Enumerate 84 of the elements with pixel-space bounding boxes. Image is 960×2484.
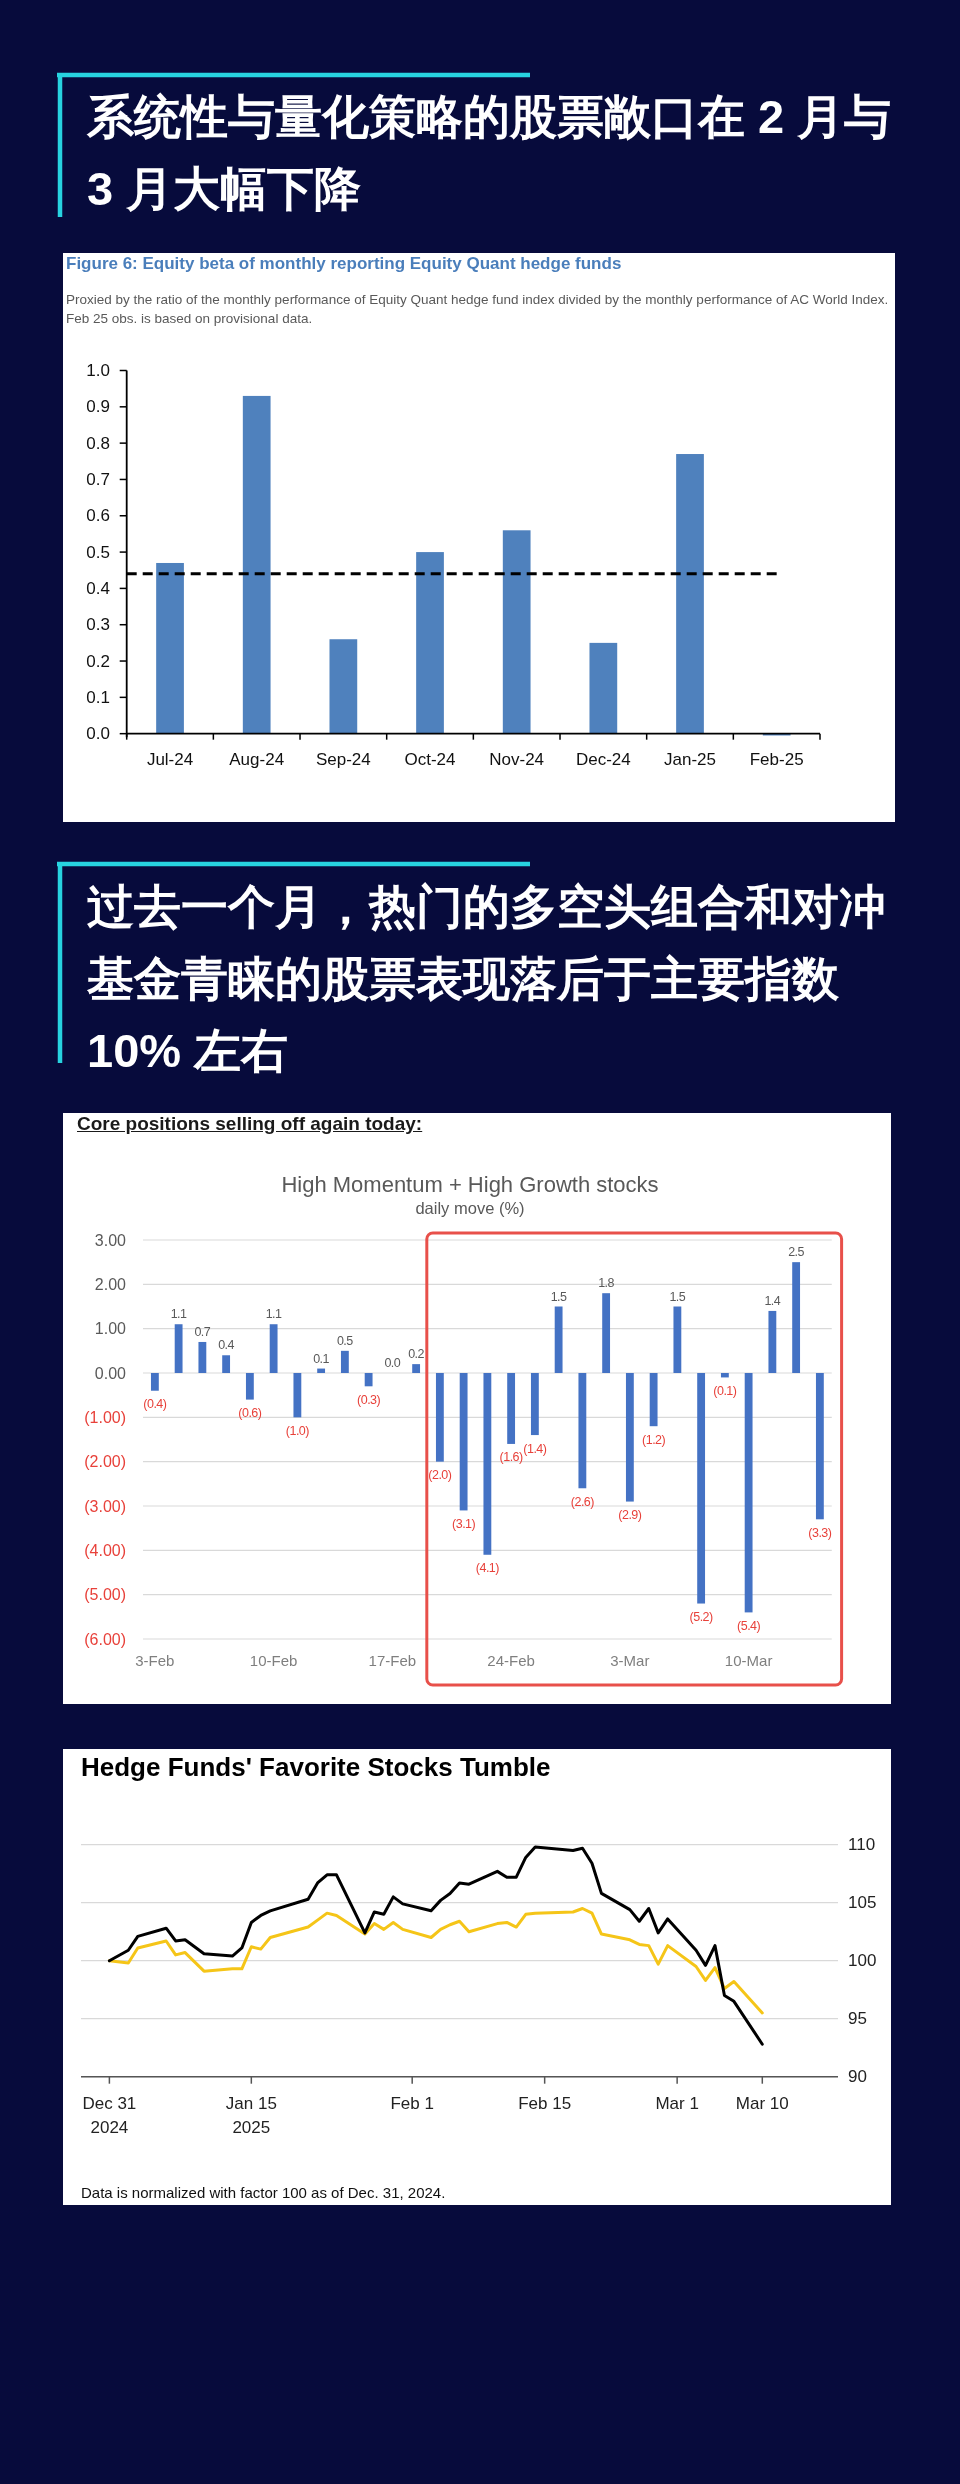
y-tick-label: (1.00)	[84, 1408, 126, 1426]
data-label: 0.5	[336, 1333, 354, 1348]
data-label: 1.4	[764, 1293, 781, 1308]
x-tick-label: 24-Feb	[487, 1652, 535, 1670]
y-tick-label: (4.00)	[84, 1541, 126, 1559]
data-label: 1.5	[550, 1289, 568, 1304]
data-label: 1.8	[598, 1276, 615, 1291]
data-label: (1.2)	[642, 1432, 666, 1447]
y-tick-label: (2.00)	[84, 1453, 126, 1471]
data-label: (3.1)	[452, 1516, 476, 1531]
text: 系统性与量化策略的股票敞口在 2 月与 3 月大幅下降	[87, 89, 893, 217]
data-label: (5.4)	[737, 1618, 761, 1633]
data-label: 2.5	[788, 1245, 805, 1260]
data-label: 0.1	[313, 1351, 330, 1366]
data-label: (2.6)	[570, 1494, 595, 1509]
x-tick-label: Feb-25	[749, 750, 804, 769]
y-tick-label: 0.1	[86, 687, 110, 707]
y-tick-label: 0.2	[86, 651, 110, 671]
data-label: 0.2	[408, 1347, 425, 1362]
y-tick-label: 1.0	[86, 361, 110, 380]
x-tick-label: Aug-24	[229, 750, 285, 769]
chart-subtitle: daily move (%)	[415, 1198, 525, 1218]
data-label: (1.6)	[499, 1450, 524, 1465]
x-tick-label: Feb 1	[390, 2093, 434, 2113]
x-tick-label: Jan-25	[664, 750, 716, 769]
x-tick-label: 3-Feb	[135, 1652, 175, 1670]
x-tick-label: Nov-24	[489, 750, 545, 769]
x-tick-label: Sep-24	[315, 750, 371, 769]
y-tick-label: 1.00	[94, 1320, 127, 1338]
x-tick-label: Dec 31 2024	[82, 2093, 137, 2137]
text: Core positions selling off again today:	[77, 1112, 423, 1136]
data-label: (1.0)	[285, 1423, 310, 1438]
data-label: (5.2)	[689, 1610, 714, 1625]
data-label: (2.9)	[618, 1508, 642, 1523]
y-tick-label: 0.00	[94, 1364, 127, 1382]
y-tick-label: (6.00)	[84, 1630, 126, 1648]
y-tick-label: 0.3	[86, 615, 110, 635]
x-tick-label: Jul-24	[146, 750, 194, 769]
y-tick-label: 0.0	[86, 724, 110, 744]
chart-title: Hedge Funds' Favorite Stocks Tumble	[81, 1752, 551, 1782]
y-tick-label: 0.6	[86, 506, 110, 526]
x-tick-label: Jan 15 2025	[225, 2093, 277, 2137]
data-label: 1.1	[170, 1307, 188, 1322]
data-label: 0.0	[384, 1356, 401, 1370]
data-label: 1.5	[669, 1289, 686, 1304]
y-tick-label: 0.4	[86, 578, 110, 598]
y-tick-label: 95	[848, 2009, 867, 2029]
chart-title: High Momentum + High Growth stocks	[281, 1172, 659, 1198]
data-label: (2.0)	[428, 1468, 452, 1483]
x-tick-label: 3-Mar	[610, 1652, 650, 1670]
y-tick-label: 110	[848, 1835, 876, 1855]
data-label: (0.3)	[357, 1392, 381, 1407]
y-tick-label: 3.00	[94, 1231, 127, 1249]
y-tick-label: 105	[848, 1893, 877, 1913]
y-tick-label: 0.8	[86, 433, 110, 453]
data-label: 0.7	[194, 1324, 211, 1339]
text: Data is normalized with factor 100 as of Dec. 31, 2024.	[81, 2184, 446, 2202]
y-tick-label: 0.9	[86, 397, 110, 417]
x-tick-label: 10-Feb	[249, 1652, 298, 1670]
x-tick-label: 17-Feb	[368, 1652, 417, 1670]
y-tick-label: 90	[848, 2067, 867, 2087]
y-tick-label: 0.7	[86, 469, 110, 489]
data-label: (1.4)	[523, 1441, 547, 1456]
text: 过去一个月，热门的多空头组合和对冲基金青睐的股票表现落后于主要指数 10% 左右	[87, 879, 887, 1079]
data-label: (0.1)	[713, 1383, 737, 1398]
chart-title: Figure 6: Equity beta of monthly reporting Equity Quant hedge funds	[66, 254, 622, 274]
y-tick-label: 100	[848, 1951, 877, 1971]
data-label: (0.4)	[143, 1397, 167, 1412]
data-label: (3.3)	[808, 1525, 832, 1540]
data-label: (4.1)	[475, 1561, 500, 1576]
data-label: (0.6)	[238, 1406, 262, 1421]
y-tick-label: 2.00	[94, 1275, 127, 1293]
x-tick-label: Oct-24	[404, 750, 456, 769]
chart-subtitle: Proxied by the ratio of the monthly performance of Equity Quant hedge fund index divided by the monthly performance of AC World Index. Feb 25 obs. is based on provisional data.	[66, 290, 890, 328]
y-tick-label: (5.00)	[84, 1586, 126, 1604]
data-label: 0.4	[218, 1338, 235, 1353]
x-tick-label: Mar 10	[735, 2093, 789, 2113]
x-tick-label: Mar 1	[655, 2093, 699, 2113]
x-tick-label: 10-Mar	[724, 1652, 773, 1670]
y-tick-label: (3.00)	[84, 1497, 126, 1515]
x-tick-label: Dec-24	[575, 750, 631, 769]
y-tick-label: 0.5	[86, 542, 110, 562]
data-label: 1.1	[265, 1307, 283, 1322]
x-tick-label: Feb 15	[518, 2093, 572, 2113]
